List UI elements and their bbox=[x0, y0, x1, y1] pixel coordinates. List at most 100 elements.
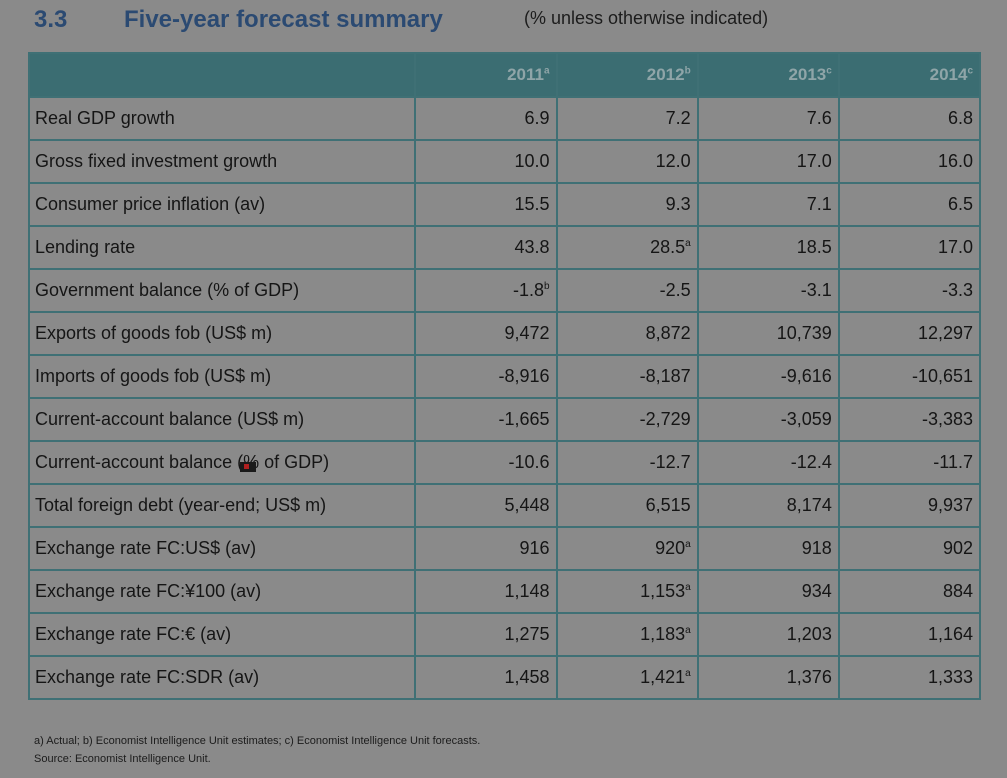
heading: 3.3 Five-year forecast summary (% unless… bbox=[0, 4, 1007, 36]
table-row: Consumer price inflation (av) 15.5 9.3 7.1 6… bbox=[27, 182, 982, 227]
table-cell: 6,515 bbox=[555, 483, 699, 528]
row-label: Exchange rate FC:US$ (av) bbox=[27, 526, 417, 571]
column-footnote-mark: a bbox=[543, 65, 550, 77]
table-cell: -3.3 bbox=[837, 268, 982, 313]
row-label: Current-account balance (US$ m) bbox=[27, 397, 417, 442]
cell-value: 1,164 bbox=[927, 624, 973, 644]
column-footnote-mark: c bbox=[967, 65, 973, 77]
row-label: Exchange rate FC:SDR (av) bbox=[27, 655, 417, 700]
table-cell: 12,297 bbox=[837, 311, 982, 356]
table-cell: 6.5 bbox=[837, 182, 982, 227]
column-header-2014: 2014c bbox=[837, 52, 982, 98]
table-cell: 8,174 bbox=[696, 483, 840, 528]
cell-value: 934 bbox=[801, 581, 832, 601]
table-cell: 1,333 bbox=[837, 655, 982, 700]
cell-value: -8,916 bbox=[498, 366, 550, 386]
cell-value: -3,059 bbox=[780, 409, 832, 429]
cell-value: 6.5 bbox=[947, 194, 973, 214]
table-cell: 1,275 bbox=[414, 612, 558, 657]
cell-value: 8,174 bbox=[786, 495, 832, 515]
table-cell: -3,059 bbox=[696, 397, 840, 442]
cell-value: -3.1 bbox=[800, 280, 832, 300]
table-title: Five-year forecast summary bbox=[124, 6, 443, 33]
table-cell: 1,421a bbox=[555, 655, 699, 700]
table-cell: 15.5 bbox=[414, 182, 558, 227]
row-label: Government balance (% of GDP) bbox=[27, 268, 417, 313]
cell-value: -3.3 bbox=[941, 280, 973, 300]
table-cell: 17.0 bbox=[837, 225, 982, 270]
table-cell: -12.7 bbox=[555, 440, 699, 485]
table-row: Lending rate 43.8 28.5a 18.5 17.0 bbox=[27, 225, 982, 270]
cell-value: 18.5 bbox=[796, 237, 832, 257]
table-row: Exchange rate FC:SDR (av) 1,458 1,421a 1,37… bbox=[27, 655, 982, 700]
cell-value: 6.8 bbox=[947, 108, 973, 128]
cell-footnote-mark: b bbox=[543, 281, 550, 292]
table-cell: -2,729 bbox=[555, 397, 699, 442]
table-cell: -1,665 bbox=[414, 397, 558, 442]
cell-value: 16.0 bbox=[937, 151, 973, 171]
table-row: Government balance (% of GDP) -1.8b -2.5 -3… bbox=[27, 268, 982, 313]
table-cell: -8,187 bbox=[555, 354, 699, 399]
table-cell: 920a bbox=[555, 526, 699, 571]
cell-value: 6,515 bbox=[645, 495, 691, 515]
table-cell: 17.0 bbox=[696, 139, 840, 184]
column-year: 2012 bbox=[646, 65, 685, 84]
column-footnote-mark: b bbox=[684, 65, 691, 77]
table-cell: 916 bbox=[414, 526, 558, 571]
table-cell: 1,153a bbox=[555, 569, 699, 614]
forecast-table: 2011a 2012b 2013c 2014c Real GDP growth 6.9 7… bbox=[27, 52, 982, 700]
cell-value: -12.4 bbox=[790, 452, 832, 472]
row-label: Lending rate bbox=[27, 225, 417, 270]
table-cell: 8,872 bbox=[555, 311, 699, 356]
cell-footnote-mark: a bbox=[685, 625, 691, 636]
table-row: Exchange rate FC:€ (av) 1,275 1,183a 1,203 1… bbox=[27, 612, 982, 657]
cell-value: -2,729 bbox=[639, 409, 691, 429]
cell-value: 902 bbox=[942, 538, 973, 558]
cell-value: 28.5 bbox=[650, 237, 686, 257]
cell-value: -10,651 bbox=[911, 366, 973, 386]
table-row: Gross fixed investment growth 10.0 12.0 17.… bbox=[27, 139, 982, 184]
table-cell: 6.8 bbox=[837, 96, 982, 141]
column-year: 2013 bbox=[788, 65, 827, 84]
table-row: Real GDP growth 6.9 7.2 7.6 6.8 bbox=[27, 96, 982, 141]
table-body: Real GDP growth 6.9 7.2 7.6 6.8 Gross fixed i… bbox=[27, 96, 982, 700]
cell-value: 1,458 bbox=[504, 667, 550, 687]
cell-value: 6.9 bbox=[524, 108, 550, 128]
column-header-2012: 2012b bbox=[555, 52, 699, 98]
cell-value: -1,665 bbox=[498, 409, 550, 429]
table-row: Exchange rate FC:¥100 (av) 1,148 1,153a 934… bbox=[27, 569, 982, 614]
table-header: 2011a 2012b 2013c 2014c bbox=[27, 52, 982, 98]
row-label: Exchange rate FC:¥100 (av) bbox=[27, 569, 417, 614]
row-label: Imports of goods fob (US$ m) bbox=[27, 354, 417, 399]
cell-value: 43.8 bbox=[514, 237, 550, 257]
column-header-2011: 2011a bbox=[414, 52, 558, 98]
table-cell: -3,383 bbox=[837, 397, 982, 442]
cell-value: -2.5 bbox=[659, 280, 691, 300]
section-number: 3.3 bbox=[34, 6, 68, 33]
cell-value: 17.0 bbox=[796, 151, 832, 171]
table-cell: 884 bbox=[837, 569, 982, 614]
table-cell: 1,203 bbox=[696, 612, 840, 657]
cell-value: 1,333 bbox=[927, 667, 973, 687]
cell-value: -12.7 bbox=[649, 452, 691, 472]
table-row: Current-account balance (US$ m) -1,665 -2,… bbox=[27, 397, 982, 442]
cell-value: -11.7 bbox=[933, 452, 973, 472]
table-cell: 7.1 bbox=[696, 182, 840, 227]
row-label: Consumer price inflation (av) bbox=[27, 182, 417, 227]
table-row: Exchange rate FC:US$ (av) 916 920a 918 902 bbox=[27, 526, 982, 571]
cell-value: 5,448 bbox=[504, 495, 550, 515]
cell-footnote-mark: a bbox=[685, 238, 691, 249]
scan-artifact-mark bbox=[240, 462, 256, 472]
table-row: Current-account balance (% of GDP) -10.6 -… bbox=[27, 440, 982, 485]
cell-value: 10.0 bbox=[514, 151, 550, 171]
column-year: 2011 bbox=[507, 65, 544, 84]
column-year: 2014 bbox=[929, 65, 968, 84]
table-cell: -8,916 bbox=[414, 354, 558, 399]
footnotes: a) Actual; b) Economist Intelligence Uni… bbox=[34, 732, 480, 768]
table-cell: -12.4 bbox=[696, 440, 840, 485]
table-cell: -1.8b bbox=[414, 268, 558, 313]
row-label: Total foreign debt (year-end; US$ m) bbox=[27, 483, 417, 528]
cell-value: 1,376 bbox=[786, 667, 832, 687]
cell-value: -8,187 bbox=[639, 366, 691, 386]
cell-value: 1,275 bbox=[504, 624, 550, 644]
